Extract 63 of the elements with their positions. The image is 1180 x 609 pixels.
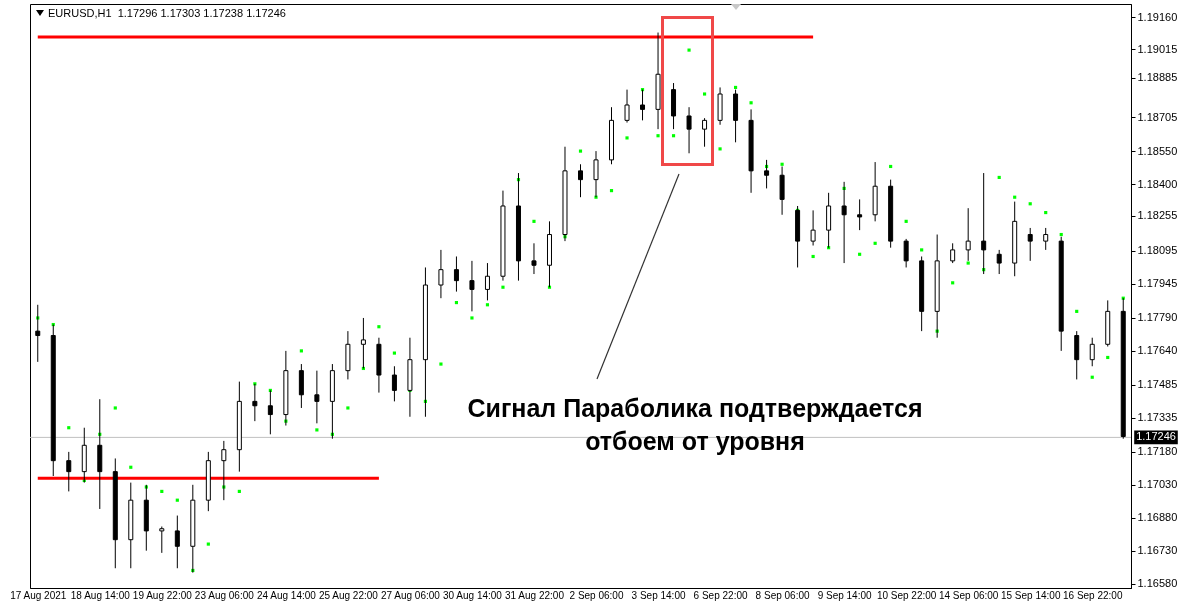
x-tick-label: 31 Aug 22:00 <box>505 589 565 601</box>
y-tick-label: 1.18550 <box>1137 144 1178 157</box>
x-tick-label: 16 Sep 22:00 <box>1062 589 1123 601</box>
y-tick-label: 1.18885 <box>1137 71 1178 84</box>
x-tick-label: 17 Aug 2021 <box>10 589 67 601</box>
candlestick <box>702 117 708 148</box>
x-tick-label: 15 Sep 14:00 <box>1000 589 1061 601</box>
y-tick-label: 1.16580 <box>1137 577 1178 590</box>
y-tick-label: 1.16880 <box>1137 511 1178 524</box>
y-tick-label: 1.19160 <box>1137 10 1178 23</box>
candlestick <box>624 89 630 124</box>
candlestick <box>578 163 583 198</box>
candlestick <box>965 207 971 262</box>
candlestick <box>593 150 599 198</box>
x-tick-label: 14 Sep 06:00 <box>938 589 999 601</box>
y-tick-label: 1.19015 <box>1137 42 1178 55</box>
candlestick <box>950 242 956 264</box>
candlestick <box>1027 227 1033 262</box>
x-tick-label: 6 Sep 22:00 <box>693 589 748 601</box>
y-tick-label: 1.17485 <box>1137 378 1178 391</box>
x-tick-label: 23 Aug 06:00 <box>194 589 255 601</box>
x-tick-label: 18 Aug 14:00 <box>70 589 131 601</box>
candlestick <box>1089 337 1095 367</box>
y-tick-label: 1.17640 <box>1137 344 1178 357</box>
x-tick-label: 10 Sep 22:00 <box>876 589 937 601</box>
candlestick <box>391 365 397 402</box>
y-tick-label: 1.18400 <box>1137 177 1178 190</box>
candlestick <box>66 451 72 492</box>
x-tick-label: 2 Sep 06:00 <box>569 589 624 601</box>
candlestick <box>686 106 692 154</box>
chart-title: EURUSD,H1 1.17296 1.17303 1.17238 1.17246 <box>48 7 286 19</box>
candlestick <box>314 370 320 424</box>
y-tick-label: 1.17030 <box>1137 478 1178 491</box>
x-tick-label: 30 Aug 14:00 <box>442 589 503 601</box>
ref-line-label: 1.17246 <box>1136 430 1176 443</box>
x-tick-label: 24 Aug 14:00 <box>256 589 317 601</box>
candlestick <box>484 262 490 301</box>
y-tick-label: 1.17790 <box>1137 311 1178 324</box>
x-tick-label: 27 Aug 06:00 <box>380 589 441 601</box>
candlestick <box>1043 227 1049 251</box>
x-tick-label: 9 Sep 14:00 <box>817 589 873 601</box>
candlestick <box>159 526 165 554</box>
candlestick <box>438 249 444 299</box>
x-tick-label: 8 Sep 06:00 <box>755 589 810 601</box>
y-tick-label: 1.18705 <box>1137 110 1178 123</box>
y-tick-label: 1.17945 <box>1137 277 1178 290</box>
x-tick-label: 3 Sep 14:00 <box>631 589 686 601</box>
candlestick <box>903 238 909 268</box>
candlestick <box>996 249 1002 275</box>
x-tick-label: 19 Aug 22:00 <box>132 589 193 601</box>
candlestick <box>810 209 816 246</box>
y-tick-label: 1.18255 <box>1137 209 1178 222</box>
candlestick <box>453 255 459 293</box>
y-tick-label: 1.18095 <box>1137 244 1178 257</box>
candlestick <box>531 242 537 275</box>
y-tick-label: 1.17335 <box>1137 411 1178 424</box>
candlestick <box>174 515 180 569</box>
y-tick-label: 1.16730 <box>1137 544 1178 557</box>
y-tick-label: 1.17180 <box>1137 445 1178 458</box>
x-tick-label: 25 Aug 22:00 <box>318 589 379 601</box>
candlestick <box>857 198 863 231</box>
annotation: Сигнал Параболика подтверждается отбоем от уровня <box>466 393 924 457</box>
candlestick <box>469 260 475 312</box>
